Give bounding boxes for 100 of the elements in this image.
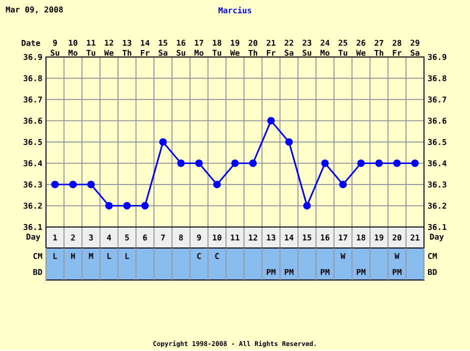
x2-tick-label: 13 Th — [122, 40, 132, 56]
y-tick-label: 36.4 — [24, 160, 42, 166]
x2-tick-label: 19 We — [230, 40, 240, 56]
point — [159, 138, 167, 146]
y-tick-label: 36.2 — [24, 202, 42, 209]
point — [141, 202, 149, 210]
x-tick-label: 11 — [230, 234, 240, 241]
x-tick-label: 1 — [53, 234, 58, 241]
y-tick-label: BD — [33, 269, 42, 276]
point — [249, 160, 257, 168]
point — [339, 180, 347, 188]
y-tick-label: 36.6 — [24, 118, 42, 124]
y-tick-label: 36.1 — [24, 224, 42, 230]
x2-tick-label: 21 Fr — [266, 40, 276, 56]
y-tick-label: 36.5 — [24, 139, 42, 146]
point — [411, 160, 419, 168]
text: C — [197, 253, 201, 260]
x2-tick-label: 10 Mo — [68, 40, 78, 56]
text: H — [71, 253, 75, 260]
text: W — [394, 253, 400, 260]
y-tick-label: 36.7 — [24, 96, 42, 103]
x-tick-label: 20 — [392, 234, 402, 241]
x2-axis-title: Date — [22, 40, 40, 46]
y2-tick-label: 36.1 — [428, 224, 446, 230]
y2-tick-label: 36.4 — [428, 160, 446, 166]
text: C — [215, 253, 219, 260]
point — [285, 138, 293, 146]
x-tick-label: 15 — [302, 234, 312, 241]
y2-tick-label: 36.3 — [428, 182, 446, 188]
x-tick-label: 4 — [106, 234, 112, 241]
x-tick-label: 5 — [125, 234, 129, 241]
point — [213, 180, 221, 188]
point — [267, 117, 275, 125]
text: PM — [356, 269, 366, 276]
x2-tick-label: 25 Tu — [338, 40, 348, 56]
x2-tick-label: 15 Sa — [158, 40, 168, 56]
point — [177, 160, 185, 168]
text: Day — [430, 234, 444, 242]
x2-tick-label: 24 Mo — [320, 40, 330, 56]
point — [231, 160, 239, 168]
x2-tick-label: 16 Su — [176, 40, 186, 56]
x-tick-label: 2 — [71, 234, 75, 241]
x2-tick-label: 17 Mo — [194, 40, 204, 56]
x2-tick-label: 27 Th — [374, 40, 384, 56]
chart-title: Marcius — [218, 6, 252, 14]
y2-tick-label: 36.7 — [428, 96, 446, 103]
x-axis-title: Day — [26, 234, 40, 242]
text: PM — [266, 269, 276, 276]
x2-tick-label: 23 Su — [302, 40, 312, 56]
text: PM — [320, 269, 330, 276]
x2-tick-label: 29 Sa — [410, 40, 420, 56]
x2-tick-label: 11 Tu — [86, 40, 96, 56]
y-tick-label: 36.3 — [24, 182, 42, 188]
x-tick-label: 10 — [212, 234, 222, 241]
point — [123, 202, 131, 210]
point — [69, 180, 77, 188]
x2-tick-label: 22 Sa — [284, 40, 294, 56]
x2-tick-label: 14 Fr — [140, 40, 150, 56]
chart-subtitle: Mar 09, 2008 — [6, 6, 63, 14]
point — [303, 202, 311, 210]
y2-tick-label: 36.8 — [428, 75, 446, 82]
point — [357, 160, 365, 168]
point — [321, 160, 329, 168]
y2-tick-label: 36.5 — [428, 139, 446, 146]
y2-tick-label: 36.2 — [428, 202, 446, 209]
point — [375, 160, 383, 168]
point — [51, 180, 59, 188]
y-tick-label: 36.9 — [24, 54, 42, 60]
x-tick-label: 12 — [248, 234, 258, 241]
x2-tick-label: 12 We — [104, 40, 114, 56]
y2-tick-label: 36.9 — [428, 54, 446, 60]
x-tick-label: 17 — [338, 234, 348, 241]
x-tick-label: 13 — [266, 234, 276, 241]
text: W — [340, 253, 346, 260]
x2-tick-label: 28 Fr — [392, 40, 402, 56]
text: L — [53, 253, 58, 260]
x-tick-label: 21 — [410, 234, 420, 241]
x2-tick-label: 26 We — [356, 40, 366, 56]
x-tick-label: 18 — [356, 234, 366, 241]
x-tick-label: 8 — [179, 234, 183, 241]
point — [87, 180, 95, 188]
x-tick-label: 7 — [161, 234, 165, 241]
x2-tick-label: 20 Th — [248, 40, 258, 56]
y-tick-label: 36.8 — [24, 75, 42, 82]
x-tick-label: 19 — [374, 234, 384, 241]
point — [105, 202, 113, 210]
point — [195, 160, 203, 168]
text: PM — [392, 269, 402, 276]
text: PM — [284, 269, 294, 276]
text: M — [88, 253, 94, 260]
x-tick-label: 6 — [143, 234, 147, 241]
x2-tick-label: 9 Su — [50, 40, 60, 56]
y2-tick-label: 36.6 — [428, 118, 446, 124]
x-tick-label: 16 — [320, 234, 330, 241]
x-tick-label: 3 — [89, 234, 93, 241]
x-tick-label: 9 — [197, 234, 201, 241]
x2-tick-label: 18 Tu — [212, 40, 222, 56]
text: L — [125, 253, 130, 260]
y2-tick-label: BD — [428, 269, 437, 276]
text: L — [107, 253, 112, 260]
